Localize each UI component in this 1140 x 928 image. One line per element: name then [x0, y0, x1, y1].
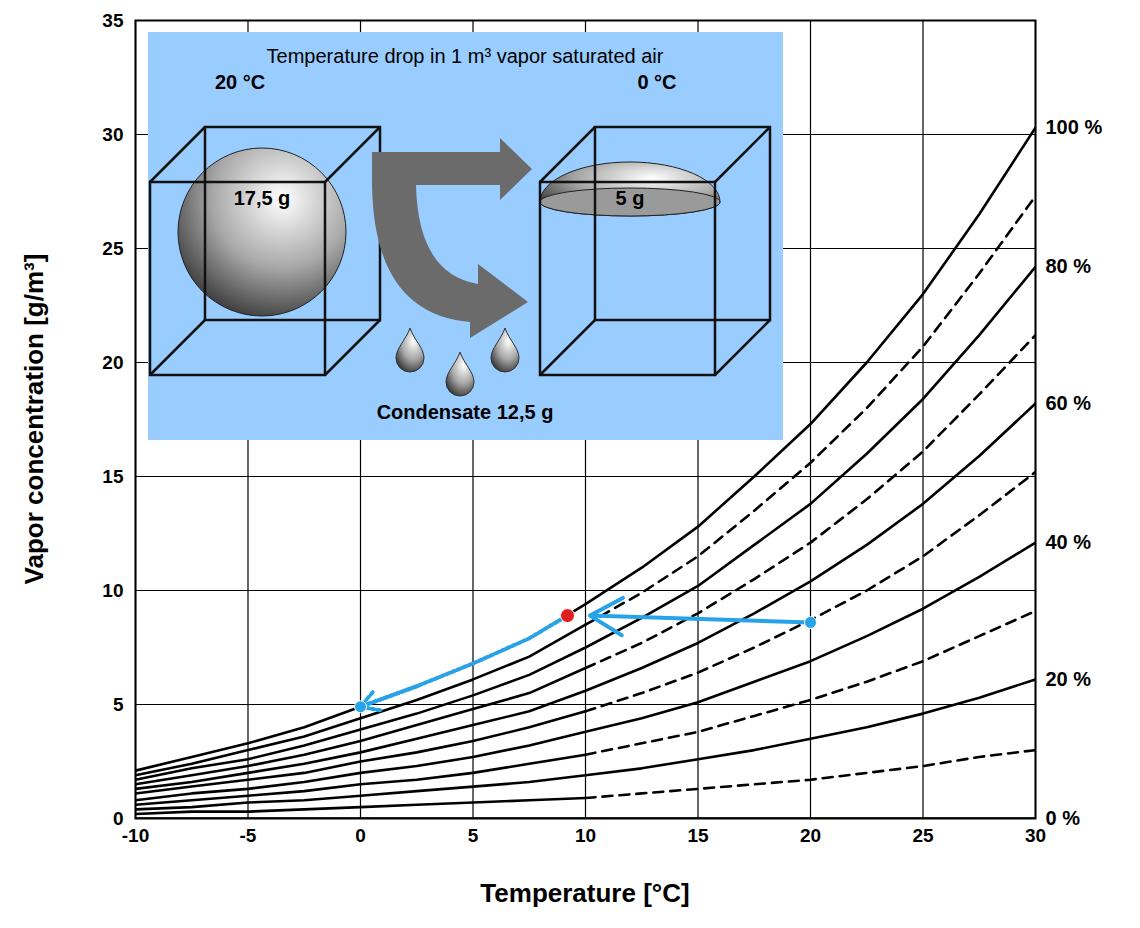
svg-text:25: 25 — [912, 825, 934, 846]
svg-text:0: 0 — [355, 825, 366, 846]
svg-text:20 °C: 20 °C — [215, 71, 265, 93]
svg-text:20: 20 — [800, 825, 821, 846]
svg-text:0: 0 — [112, 807, 124, 829]
svg-text:20: 20 — [102, 352, 123, 373]
svg-text:15: 15 — [102, 466, 124, 487]
svg-text:60 %: 60 % — [1046, 392, 1092, 414]
svg-text:35: 35 — [102, 10, 124, 31]
svg-text:0 °C: 0 °C — [637, 71, 676, 93]
svg-text:10: 10 — [102, 580, 123, 601]
svg-text:5 g: 5 g — [616, 187, 645, 209]
svg-text:40 %: 40 % — [1046, 531, 1092, 553]
svg-text:15: 15 — [687, 825, 709, 846]
svg-text:0 %: 0 % — [1046, 807, 1081, 829]
svg-text:100 %: 100 % — [1046, 116, 1103, 138]
svg-text:30: 30 — [1025, 825, 1046, 846]
svg-text:80 %: 80 % — [1046, 255, 1092, 277]
svg-text:5: 5 — [468, 825, 479, 846]
svg-text:30: 30 — [102, 124, 123, 145]
svg-text:-10: -10 — [122, 825, 149, 846]
svg-text:10: 10 — [575, 825, 596, 846]
svg-text:Temperature drop in 1 m³ vapor: Temperature drop in 1 m³ vapor saturated… — [267, 45, 664, 67]
svg-text:25: 25 — [102, 238, 124, 259]
svg-text:5: 5 — [113, 694, 124, 715]
html-text:Vapor concentration [g/m³]: Vapor concentration [g/m³] — [18, 253, 49, 585]
svg-text:20 %: 20 % — [1046, 668, 1092, 690]
svg-text:Condensate 12,5 g: Condensate 12,5 g — [377, 401, 554, 423]
svg-text:17,5 g: 17,5 g — [234, 187, 291, 209]
svg-text:-5: -5 — [240, 825, 257, 846]
html-text:Temperature [°C]: Temperature [°C] — [480, 878, 690, 908]
